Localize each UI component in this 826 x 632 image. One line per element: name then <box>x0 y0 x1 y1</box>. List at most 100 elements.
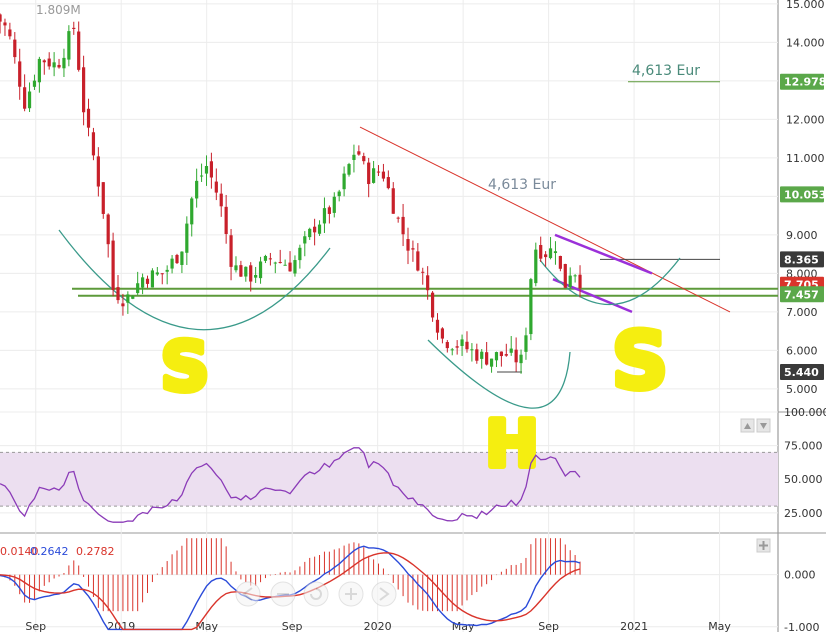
scroll-right-button[interactable] <box>371 581 397 607</box>
candle-body <box>539 245 543 259</box>
candle-body <box>116 287 120 301</box>
candle-body <box>204 165 209 174</box>
candle-body <box>155 272 159 275</box>
candle-body <box>106 214 110 245</box>
candle-body <box>504 354 508 356</box>
candle-body <box>317 224 322 234</box>
candle-body <box>175 254 179 264</box>
candle-body <box>0 14 2 22</box>
candle-body <box>72 27 76 29</box>
candle-body <box>357 151 361 155</box>
candle-body <box>293 260 297 274</box>
candle-body <box>337 191 341 197</box>
candle-body <box>52 62 56 68</box>
annotation-text: 4,613 Eur <box>632 63 700 79</box>
candle-body <box>470 349 474 351</box>
candle-body <box>229 235 233 267</box>
candle-body <box>209 161 213 178</box>
candle-body <box>519 354 523 364</box>
minus-button[interactable] <box>270 581 296 607</box>
candle-body <box>327 207 331 214</box>
candle-body <box>499 351 503 357</box>
candle-body <box>465 341 469 350</box>
candle-body <box>91 132 96 156</box>
candle-body <box>553 251 558 254</box>
candle-body <box>140 277 145 288</box>
candle-body <box>391 188 395 214</box>
y-tick-label: 9.000 <box>786 229 818 242</box>
candle-body <box>381 171 386 179</box>
candle-body <box>23 87 27 109</box>
arrow-down-icon <box>760 423 767 429</box>
candle-body <box>258 261 263 279</box>
y-tick-label: 25.000 <box>784 507 823 520</box>
price-tag-bg <box>780 286 824 303</box>
shoulder-arc <box>58 229 331 331</box>
plus-icon <box>759 541 768 550</box>
volume-label: 1.809M <box>36 3 81 17</box>
candle-body <box>308 228 312 238</box>
candle-body <box>145 278 150 284</box>
plot-background <box>0 0 778 632</box>
arrow-up-icon <box>744 423 751 429</box>
candle-body <box>96 156 100 187</box>
candle-body <box>77 31 81 70</box>
zoom-out-button[interactable] <box>235 581 261 607</box>
candle-body <box>126 294 130 303</box>
x-tick-label: Sep <box>25 620 46 632</box>
candle-body <box>485 352 489 365</box>
candle-body <box>401 216 405 235</box>
shoulder-arc <box>539 257 681 306</box>
channel-line <box>554 233 653 275</box>
y-tick-label: 100.000 <box>784 406 826 419</box>
candle-body <box>234 265 238 271</box>
candle-body <box>489 358 494 367</box>
x-tick-label: Sep <box>282 620 303 632</box>
grid <box>0 0 778 632</box>
candle-body <box>199 175 204 177</box>
y-tick-label: 7.000 <box>786 306 818 319</box>
candle-body <box>568 275 572 288</box>
candle-body <box>42 60 46 63</box>
zoom-in-button[interactable] <box>338 581 364 607</box>
panel-up-button[interactable] <box>740 418 755 433</box>
zoom-out-icon <box>242 587 253 601</box>
y-tick-labels: 5.0006.0007.0008.0009.00010.00011.00012.… <box>784 0 826 632</box>
candle-body <box>322 208 327 224</box>
candle-body <box>136 283 140 294</box>
candle-body <box>376 171 381 173</box>
candle-body <box>347 164 351 175</box>
panel-down-button[interactable] <box>756 418 771 433</box>
candle-body <box>303 236 307 244</box>
y-tick-label: 12.000 <box>786 113 825 126</box>
reset-icon <box>310 588 322 600</box>
candle-body <box>278 262 282 264</box>
pattern-label-left-shoulder: S <box>161 328 210 407</box>
pattern-label-right-shoulder: S <box>612 317 668 407</box>
candle-body <box>494 352 499 361</box>
y-tick-label: 14.000 <box>786 36 825 49</box>
candle-body <box>563 263 567 288</box>
y-tick-label: 15.000 <box>786 0 825 11</box>
candle-body <box>534 249 538 284</box>
resistance-line <box>359 126 731 313</box>
pattern-label-head: H <box>485 408 539 482</box>
candle-body <box>165 269 169 272</box>
candle-body <box>480 351 484 359</box>
reset-button[interactable] <box>303 581 329 607</box>
candle-body <box>160 273 164 275</box>
head-arc <box>427 339 571 409</box>
candle-body <box>254 275 258 278</box>
x-tick-label: 2021 <box>620 620 648 632</box>
candle-body <box>548 248 553 259</box>
panel-expand-button[interactable] <box>756 538 771 553</box>
x-tick-label: May <box>452 620 475 632</box>
candle-body <box>82 67 86 113</box>
candle-body <box>13 39 17 58</box>
candle-body <box>367 162 371 185</box>
candle-body <box>435 319 440 333</box>
price-tag-text: 7.457 <box>784 288 819 301</box>
candle-body <box>239 265 243 277</box>
